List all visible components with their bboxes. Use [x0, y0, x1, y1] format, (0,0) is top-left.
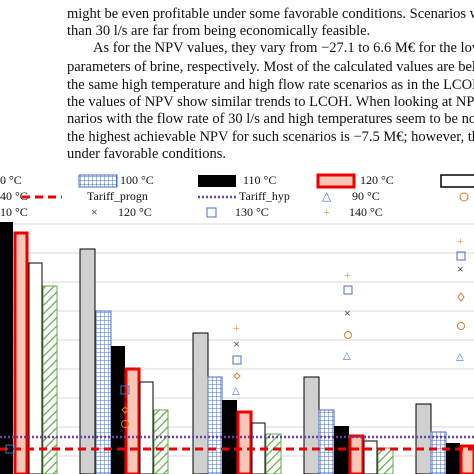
bar: [430, 431, 447, 474]
shape: [344, 331, 352, 339]
shape: [233, 372, 241, 380]
shape: +: [233, 321, 240, 335]
bar: [111, 346, 125, 474]
legend-label: Tariff_hyp: [239, 189, 290, 203]
bar: [236, 410, 253, 474]
text-line: the values of NPV show similar trends to…: [67, 94, 474, 110]
shape: ×: [457, 262, 464, 276]
legend-swatch: [440, 174, 474, 188]
shape: [456, 251, 466, 261]
text-line: than 30 l/s are far from being economica…: [67, 23, 371, 39]
bar: [303, 376, 320, 474]
text-line: the same high temperature and high flow …: [67, 77, 474, 93]
bar: [348, 434, 365, 474]
legend-label: 140 °C: [349, 205, 383, 219]
legend-label: 130 °C: [235, 205, 269, 219]
shape: △: [232, 385, 240, 396]
shape: [457, 322, 465, 330]
legend-label: 10 °C: [0, 205, 28, 219]
shape: ×: [121, 393, 128, 407]
text-line: narios with the flow rate of 30 l/s and …: [67, 111, 474, 127]
shape: ×: [344, 306, 351, 320]
shape: △: [343, 350, 351, 361]
markers: × + × △ + × △ + × △: [5, 234, 466, 454]
bar: [318, 409, 335, 474]
text-line: might be even profitable under some favo…: [67, 6, 474, 22]
text-line: parameters of brine, respectively. Most …: [67, 59, 474, 75]
legend-marker: +: [323, 205, 330, 219]
shape: [232, 355, 242, 365]
legend-swatch: [316, 173, 356, 189]
shape: [121, 406, 129, 414]
legend-marker: [206, 207, 217, 218]
legend-label: 90 °C: [352, 189, 380, 203]
text-line: the highest achievable NPV for such scen…: [67, 129, 474, 145]
bar: [377, 447, 394, 474]
shape: [457, 292, 465, 302]
legend-swatch: [78, 174, 118, 188]
bar: [13, 231, 29, 474]
legend-marker: △: [322, 189, 332, 203]
legend-swatch: [198, 175, 236, 187]
text-line: under favorable conditions.: [67, 146, 227, 162]
legend-label: 40 °C: [0, 189, 28, 203]
legend-label: 120 °C: [360, 173, 394, 187]
legend-label: 100 °C: [120, 173, 154, 187]
bar: [192, 332, 209, 474]
bar: [265, 433, 282, 474]
text-line: As for the NPV values, they vary from −2…: [93, 40, 474, 56]
bar: [139, 381, 154, 474]
shape: [121, 420, 129, 428]
shape: [120, 385, 130, 395]
bar: [0, 222, 13, 474]
legend-label: Tariff_progn: [87, 189, 148, 203]
bar: [207, 376, 223, 474]
shape: [343, 285, 353, 295]
bar: [42, 285, 58, 474]
legend-label: 120 °C: [118, 205, 152, 219]
shape: △: [456, 351, 464, 362]
bar: [363, 440, 378, 474]
shape: ×: [233, 337, 240, 351]
bar: [153, 409, 169, 474]
bar: [79, 248, 96, 474]
shape: [5, 444, 15, 454]
bar: [415, 403, 432, 474]
bar: [446, 443, 460, 474]
bar: [459, 444, 474, 474]
legend: 0 °C 100 °C 110 °C 120 °C 40 °C Tariff_p…: [0, 173, 474, 219]
bar: [28, 262, 43, 474]
shape: +: [344, 268, 351, 282]
legend-marker: ×: [91, 205, 98, 219]
shape: +: [457, 234, 464, 248]
legend-label: 0 °C: [0, 173, 22, 187]
legend-label: 110 °C: [243, 173, 276, 187]
legend-marker: [459, 192, 469, 202]
